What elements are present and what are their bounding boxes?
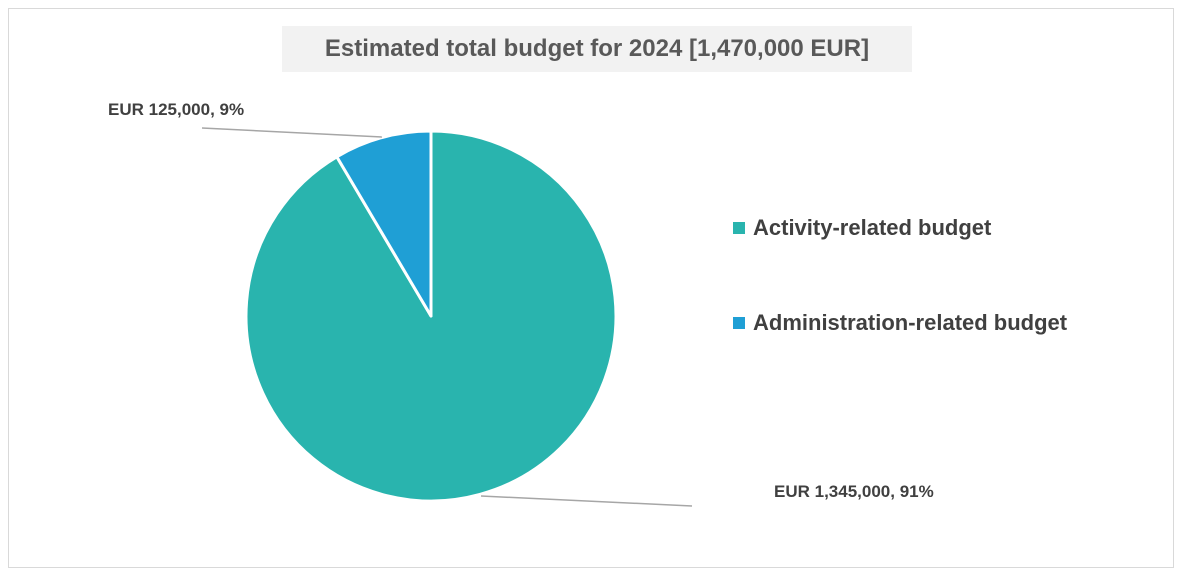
legend: Activity-related budget Administration-r… [733,210,1067,400]
legend-label-administration: Administration-related budget [753,310,1068,335]
pie-slice-administration [335,129,433,318]
data-label-administration: EUR 125,000, 9% [108,100,244,119]
data-label-activity: EUR 1,345,000, 91% [774,482,934,501]
pie-chart: EUR 125,000, 9% EUR 1,345,000, 91% [108,100,934,507]
leader-line-activity [480,495,693,507]
legend-label-activity: Activity-related budget [753,215,992,240]
leader-lines [201,127,693,507]
leader-line-administration [201,127,383,138]
legend-item-activity: Activity-related budget [733,210,1067,246]
chart-title: Estimated total budget for 2024 [1,470,0… [282,26,912,72]
legend-item-administration: Administration-related budget [733,305,1067,341]
legend-swatch-administration [733,317,745,329]
pie-slices [244,129,618,503]
legend-swatch-activity [733,222,745,234]
